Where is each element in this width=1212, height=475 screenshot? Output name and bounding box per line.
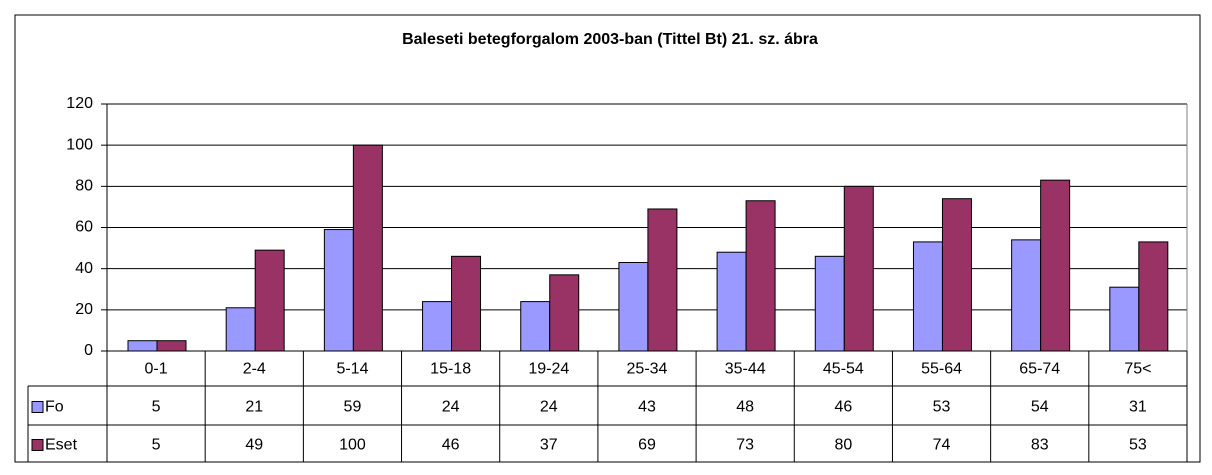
table-value: 49	[245, 437, 263, 454]
table-value: 24	[442, 399, 460, 416]
bar	[814, 255, 845, 352]
table-value: 74	[933, 437, 951, 454]
table-value: 5	[152, 437, 161, 454]
table-value: 37	[540, 437, 558, 454]
bar	[127, 340, 158, 352]
table-value: 100	[339, 437, 366, 454]
chart-border	[14, 14, 1201, 463]
bar	[422, 301, 453, 352]
table-value: 5	[152, 399, 161, 416]
bar	[225, 307, 256, 352]
bar	[1138, 241, 1169, 352]
table-value: 53	[933, 399, 951, 416]
x-tick-label: 19-24	[528, 361, 569, 378]
y-tick-label: 20	[75, 301, 93, 318]
table-value: 31	[1129, 399, 1147, 416]
chart-title: Baleseti betegforgalom 2003-ban (Tittel …	[402, 31, 818, 48]
table-value: 48	[736, 399, 754, 416]
y-tick-label: 0	[84, 342, 93, 359]
table-value: 46	[442, 437, 460, 454]
table-value: 80	[834, 437, 852, 454]
bar	[156, 340, 187, 352]
bar	[352, 144, 383, 352]
x-tick-label: 75<	[1124, 361, 1151, 378]
y-tick-label: 80	[75, 178, 93, 195]
table-value: 21	[245, 399, 263, 416]
table-value: 43	[638, 399, 656, 416]
bar	[1011, 239, 1042, 352]
table-value: 54	[1031, 399, 1049, 416]
x-tick-label: 15-18	[430, 361, 471, 378]
bar	[843, 185, 874, 352]
x-tick-label: 55-64	[921, 361, 962, 378]
table-value: 46	[834, 399, 852, 416]
bar	[912, 241, 943, 352]
x-tick-label: 25-34	[627, 361, 668, 378]
bar	[716, 251, 747, 352]
x-tick-label: 0-1	[145, 361, 168, 378]
bar	[1109, 286, 1140, 352]
y-tick-label: 100	[66, 136, 93, 153]
table-value: 83	[1031, 437, 1049, 454]
table-value: 59	[344, 399, 362, 416]
legend-key	[31, 401, 44, 413]
bar	[941, 198, 972, 352]
bar	[451, 255, 482, 352]
table-value: 53	[1129, 437, 1147, 454]
x-tick-label: 2-4	[243, 361, 266, 378]
table-value: 73	[736, 437, 754, 454]
y-tick-label: 40	[75, 260, 93, 277]
bar	[520, 301, 551, 352]
x-tick-label: 45-54	[823, 361, 864, 378]
bar	[549, 274, 580, 352]
bar	[618, 261, 649, 352]
table-value: 69	[638, 437, 656, 454]
bar	[254, 249, 285, 352]
x-tick-label: 5-14	[336, 361, 368, 378]
bar	[1040, 179, 1071, 352]
bar	[323, 229, 354, 352]
x-tick-label: 35-44	[725, 361, 766, 378]
legend-label: Eset	[45, 437, 78, 454]
bar	[647, 208, 678, 352]
legend-label: Fo	[45, 399, 64, 416]
table-value: 24	[540, 399, 558, 416]
bar	[745, 200, 776, 352]
y-tick-label: 60	[75, 219, 93, 236]
legend-key	[31, 439, 44, 451]
y-tick-label: 120	[66, 95, 93, 112]
x-tick-label: 65-74	[1019, 361, 1060, 378]
